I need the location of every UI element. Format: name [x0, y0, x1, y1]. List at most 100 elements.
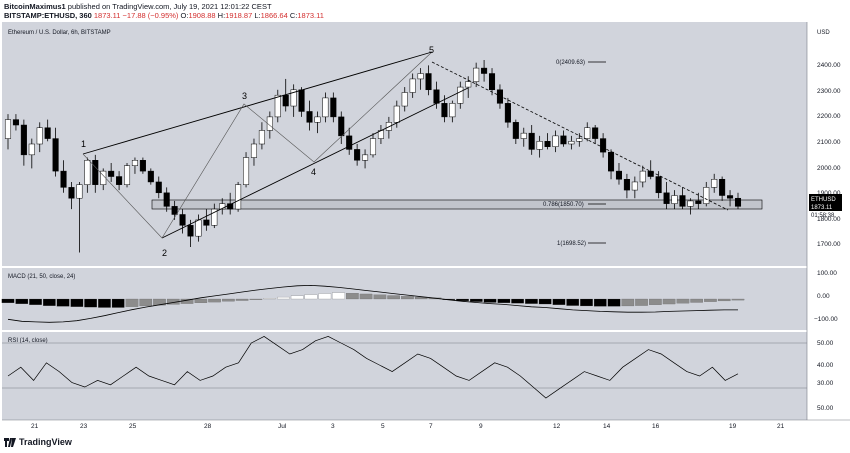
candle-body	[663, 192, 670, 204]
fib-label-0: 0(2409.63)	[556, 60, 585, 66]
candle-body	[623, 178, 630, 191]
candle-body	[647, 170, 654, 177]
close-label: C:	[289, 11, 298, 20]
macd-histogram-bar	[401, 296, 414, 300]
candle-body	[433, 89, 440, 104]
candle-body	[20, 124, 27, 156]
macd-histogram-bar	[249, 298, 263, 300]
wave-label-2: 2	[162, 248, 167, 258]
macd-histogram-bar	[208, 298, 221, 303]
footer-brand[interactable]: TradingView	[4, 437, 72, 447]
macd-histogram-bar	[125, 298, 139, 307]
macd-histogram-bar	[139, 298, 153, 307]
macd-histogram-bar	[346, 293, 359, 300]
macd-histogram-bar	[70, 298, 84, 307]
high-value: 1918.87	[225, 11, 253, 20]
macd-histogram-bar	[318, 293, 332, 300]
tradingview-logo-icon	[4, 437, 16, 447]
macd-histogram-bar	[593, 298, 607, 307]
candle-body	[147, 170, 154, 183]
wave-label-4: 4	[311, 167, 316, 177]
descending-dashed-line[interactable]	[431, 61, 729, 211]
price-tag-countdown: 01:58:38	[811, 213, 835, 219]
candle-body	[473, 67, 480, 82]
close-value: 1873.11	[297, 11, 324, 20]
time-tick: 28	[204, 423, 212, 430]
price-tick: 2300.00	[817, 88, 841, 95]
candle-body	[322, 97, 329, 118]
price-tick: 2000.00	[817, 165, 841, 172]
candle-body	[504, 103, 511, 123]
macd-histogram-bar	[373, 294, 387, 300]
macd-histogram-bar	[98, 298, 111, 308]
candle-body	[219, 203, 226, 210]
macd-histogram-bar	[566, 298, 580, 306]
macd-histogram-bar	[56, 298, 70, 307]
macd-histogram-bar	[525, 298, 538, 304]
candle-body	[298, 89, 305, 112]
candle-body	[536, 141, 543, 150]
candle-body	[393, 105, 400, 123]
brand-name: TradingView	[19, 437, 72, 447]
candle-body	[528, 132, 535, 150]
macd-histogram-bar	[290, 295, 304, 300]
time-tick: 23	[80, 423, 88, 430]
wave-label-1: 1	[81, 139, 86, 149]
candle-body	[44, 127, 51, 139]
candle-body	[211, 208, 218, 226]
candle-body	[258, 130, 265, 145]
candle-body	[608, 151, 615, 172]
macd-histogram-bar	[332, 292, 345, 300]
fib-label-1: 1(1698.52)	[557, 241, 586, 247]
price-tick: 1800.00	[817, 216, 841, 223]
symbol-label[interactable]: BITSTAMP:ETHUSD, 360	[4, 11, 92, 20]
macd-group	[1, 284, 745, 323]
price-tick: 2200.00	[817, 113, 841, 120]
low-label: L:	[254, 11, 261, 20]
macd-histogram-bar	[84, 298, 97, 308]
candle-body	[615, 170, 623, 180]
support-box[interactable]	[151, 199, 763, 210]
macd-histogram-bar	[263, 298, 276, 300]
publisher-name[interactable]: BitcoinMaximus1	[4, 2, 66, 11]
time-tick: 19	[729, 423, 737, 430]
candle-body	[155, 181, 162, 194]
upper-channel-line[interactable]	[82, 51, 433, 155]
candle-body	[695, 200, 702, 204]
macd-tick: 0.00	[817, 293, 830, 300]
candle-body	[235, 184, 242, 210]
macd-histogram-bar	[635, 298, 648, 306]
time-tick: 12	[553, 423, 561, 430]
main-legend: Ethereum / U.S. Dollar, 6h, BITSTAMP	[8, 30, 111, 36]
candle-body	[584, 127, 591, 139]
main-pane-bg	[2, 22, 807, 266]
candle-body	[687, 200, 694, 207]
candle-body	[139, 160, 146, 172]
candle-body	[417, 73, 424, 80]
lower-channel-line[interactable]	[161, 87, 469, 239]
candle-body	[92, 160, 99, 185]
macd-histogram-bar	[731, 298, 745, 301]
candle-body	[28, 143, 35, 156]
time-tick: 25	[129, 423, 137, 430]
candle-body	[123, 165, 131, 185]
macd-histogram-bar	[29, 298, 42, 305]
macd-histogram-bar	[497, 298, 511, 303]
price-tag[interactable]: ETHUSD 1873.11 01:58:38	[809, 194, 842, 219]
macd-histogram-bar	[304, 294, 318, 300]
price-axis: 2400.00 2300.00 2200.00 2100.00 2000.00 …	[817, 62, 841, 248]
macd-histogram-bar	[470, 298, 483, 302]
candle-body	[314, 116, 321, 123]
macd-axis: 100.00 0.00 −100.00	[814, 270, 838, 323]
candle-body	[116, 176, 123, 185]
candle-body	[369, 138, 377, 156]
candle-body	[671, 195, 678, 204]
time-tick: 16	[652, 423, 660, 430]
candle-body	[84, 160, 91, 185]
candle-body	[131, 160, 138, 166]
price-tick: 2400.00	[817, 62, 841, 69]
price-tick: 1900.00	[817, 190, 841, 197]
macd-tick: 100.00	[817, 270, 837, 277]
macd-histogram-bar	[511, 298, 524, 304]
